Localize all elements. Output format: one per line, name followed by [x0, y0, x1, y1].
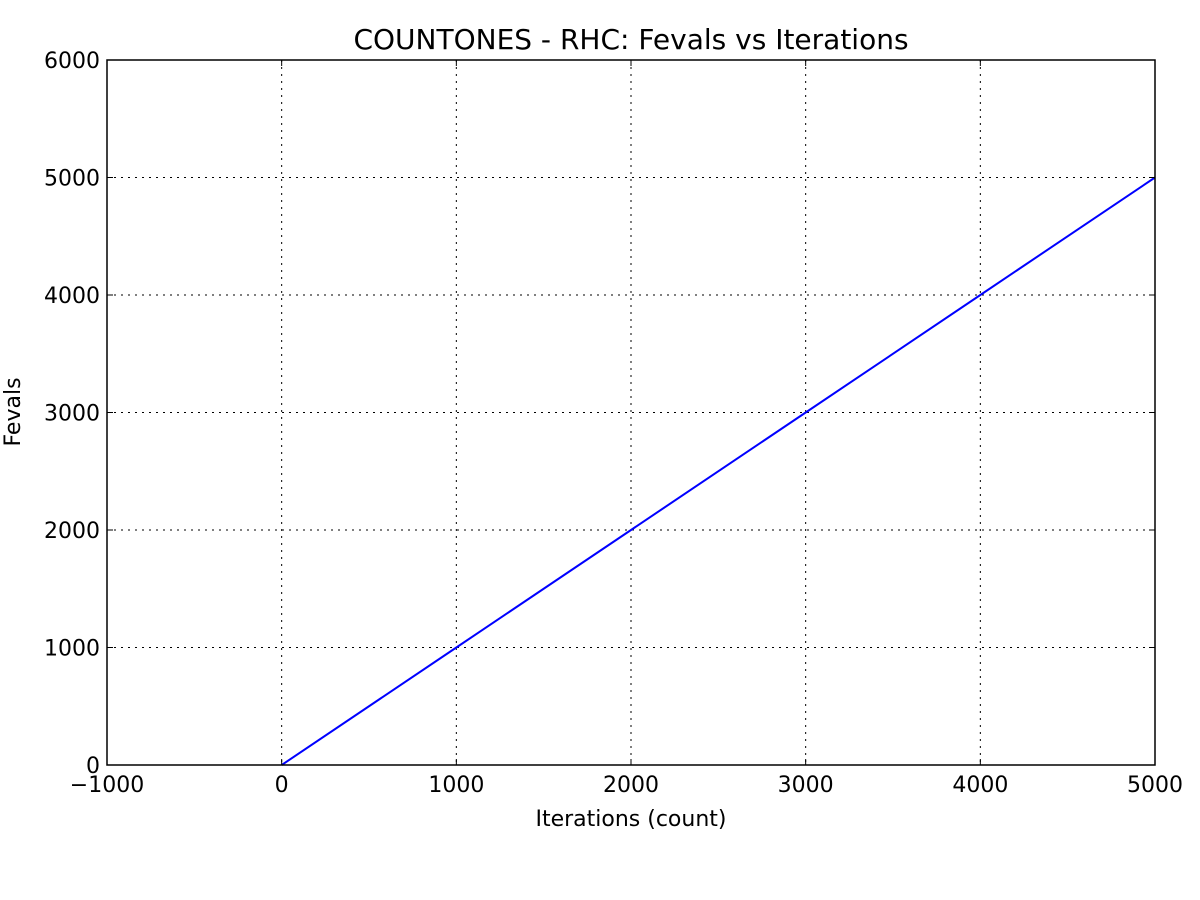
- x-axis-label: Iterations (count): [535, 807, 726, 832]
- y-tick-label: 3000: [44, 402, 100, 427]
- x-tick-label: 4000: [952, 773, 1008, 798]
- x-tick-label: 1000: [428, 773, 484, 798]
- series-layer: [281, 176, 1156, 766]
- x-tick-label: 0: [275, 773, 289, 798]
- x-tick-label: 2000: [603, 773, 659, 798]
- y-tick-label: 4000: [44, 284, 100, 309]
- series-line: [281, 176, 1156, 766]
- y-tick-label: 2000: [44, 519, 100, 544]
- y-tick-label: 5000: [44, 167, 100, 192]
- y-tick-label: 1000: [44, 637, 100, 662]
- x-tick-label: 5000: [1127, 773, 1183, 798]
- y-axis-label: Fevals: [1, 377, 26, 446]
- chart-title: COUNTONES - RHC: Fevals vs Iterations: [353, 23, 908, 56]
- y-tick-label: 0: [86, 754, 100, 779]
- y-tick-label: 6000: [44, 49, 100, 74]
- x-tick-label: 3000: [778, 773, 834, 798]
- x-tick-label: −1000: [70, 773, 144, 798]
- tick-layer: −1000 0 1000 2000 3000 4000 500001000200030004…: [44, 49, 1183, 798]
